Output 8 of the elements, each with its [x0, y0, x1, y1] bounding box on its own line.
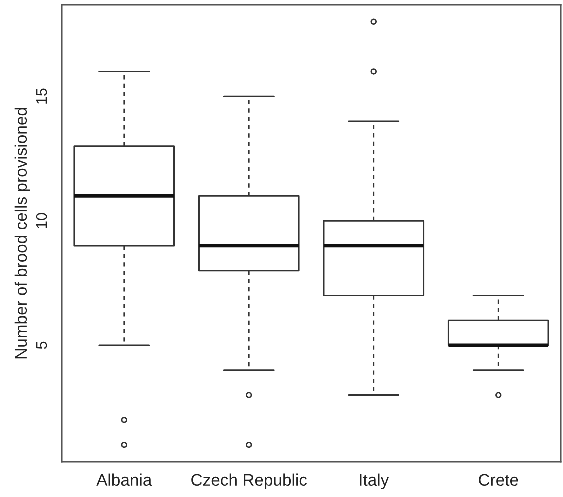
x-tick-label: Crete: [479, 474, 518, 486]
y-tick-label: 15: [36, 88, 48, 104]
x-tick-label: Albania: [96, 474, 152, 486]
x-tick-label: Italy: [360, 474, 390, 490]
y-tick-label: 10: [36, 213, 48, 228]
y-axis-title: Number of brood cells provisioned: [14, 108, 30, 359]
x-tick-label: Czech Republic: [192, 474, 308, 490]
y-tick-label: 5: [36, 342, 48, 350]
